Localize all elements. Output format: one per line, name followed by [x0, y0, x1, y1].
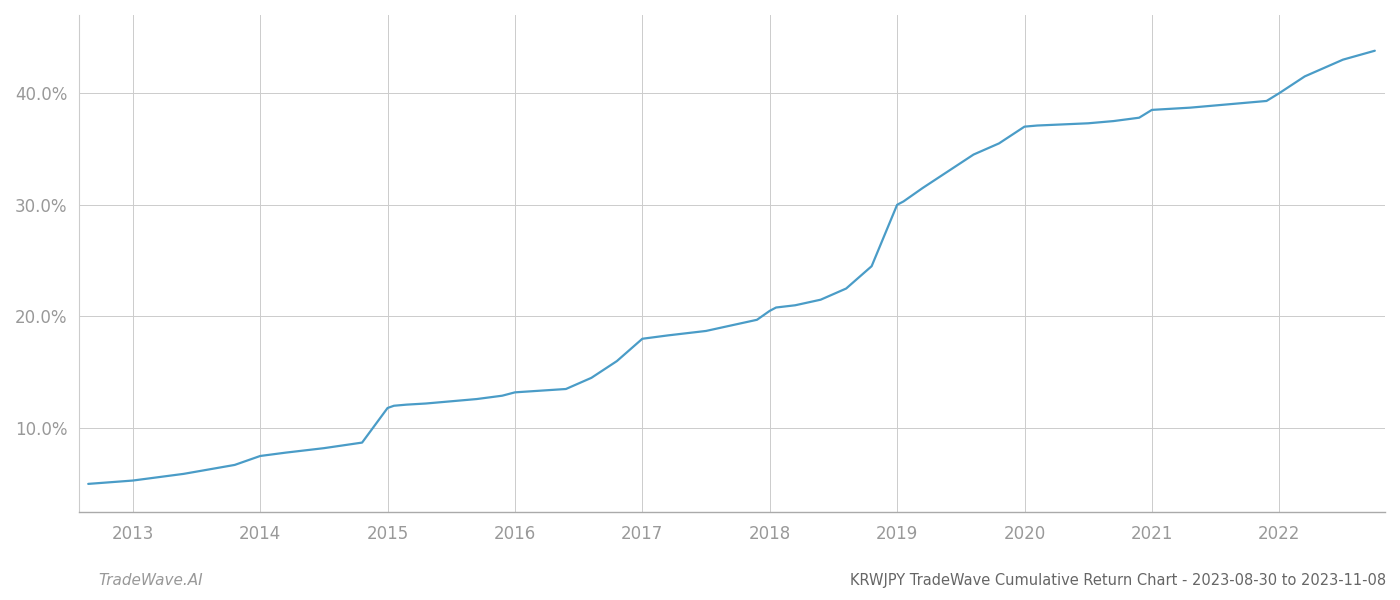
Text: TradeWave.AI: TradeWave.AI	[98, 573, 203, 588]
Text: KRWJPY TradeWave Cumulative Return Chart - 2023-08-30 to 2023-11-08: KRWJPY TradeWave Cumulative Return Chart…	[850, 573, 1386, 588]
